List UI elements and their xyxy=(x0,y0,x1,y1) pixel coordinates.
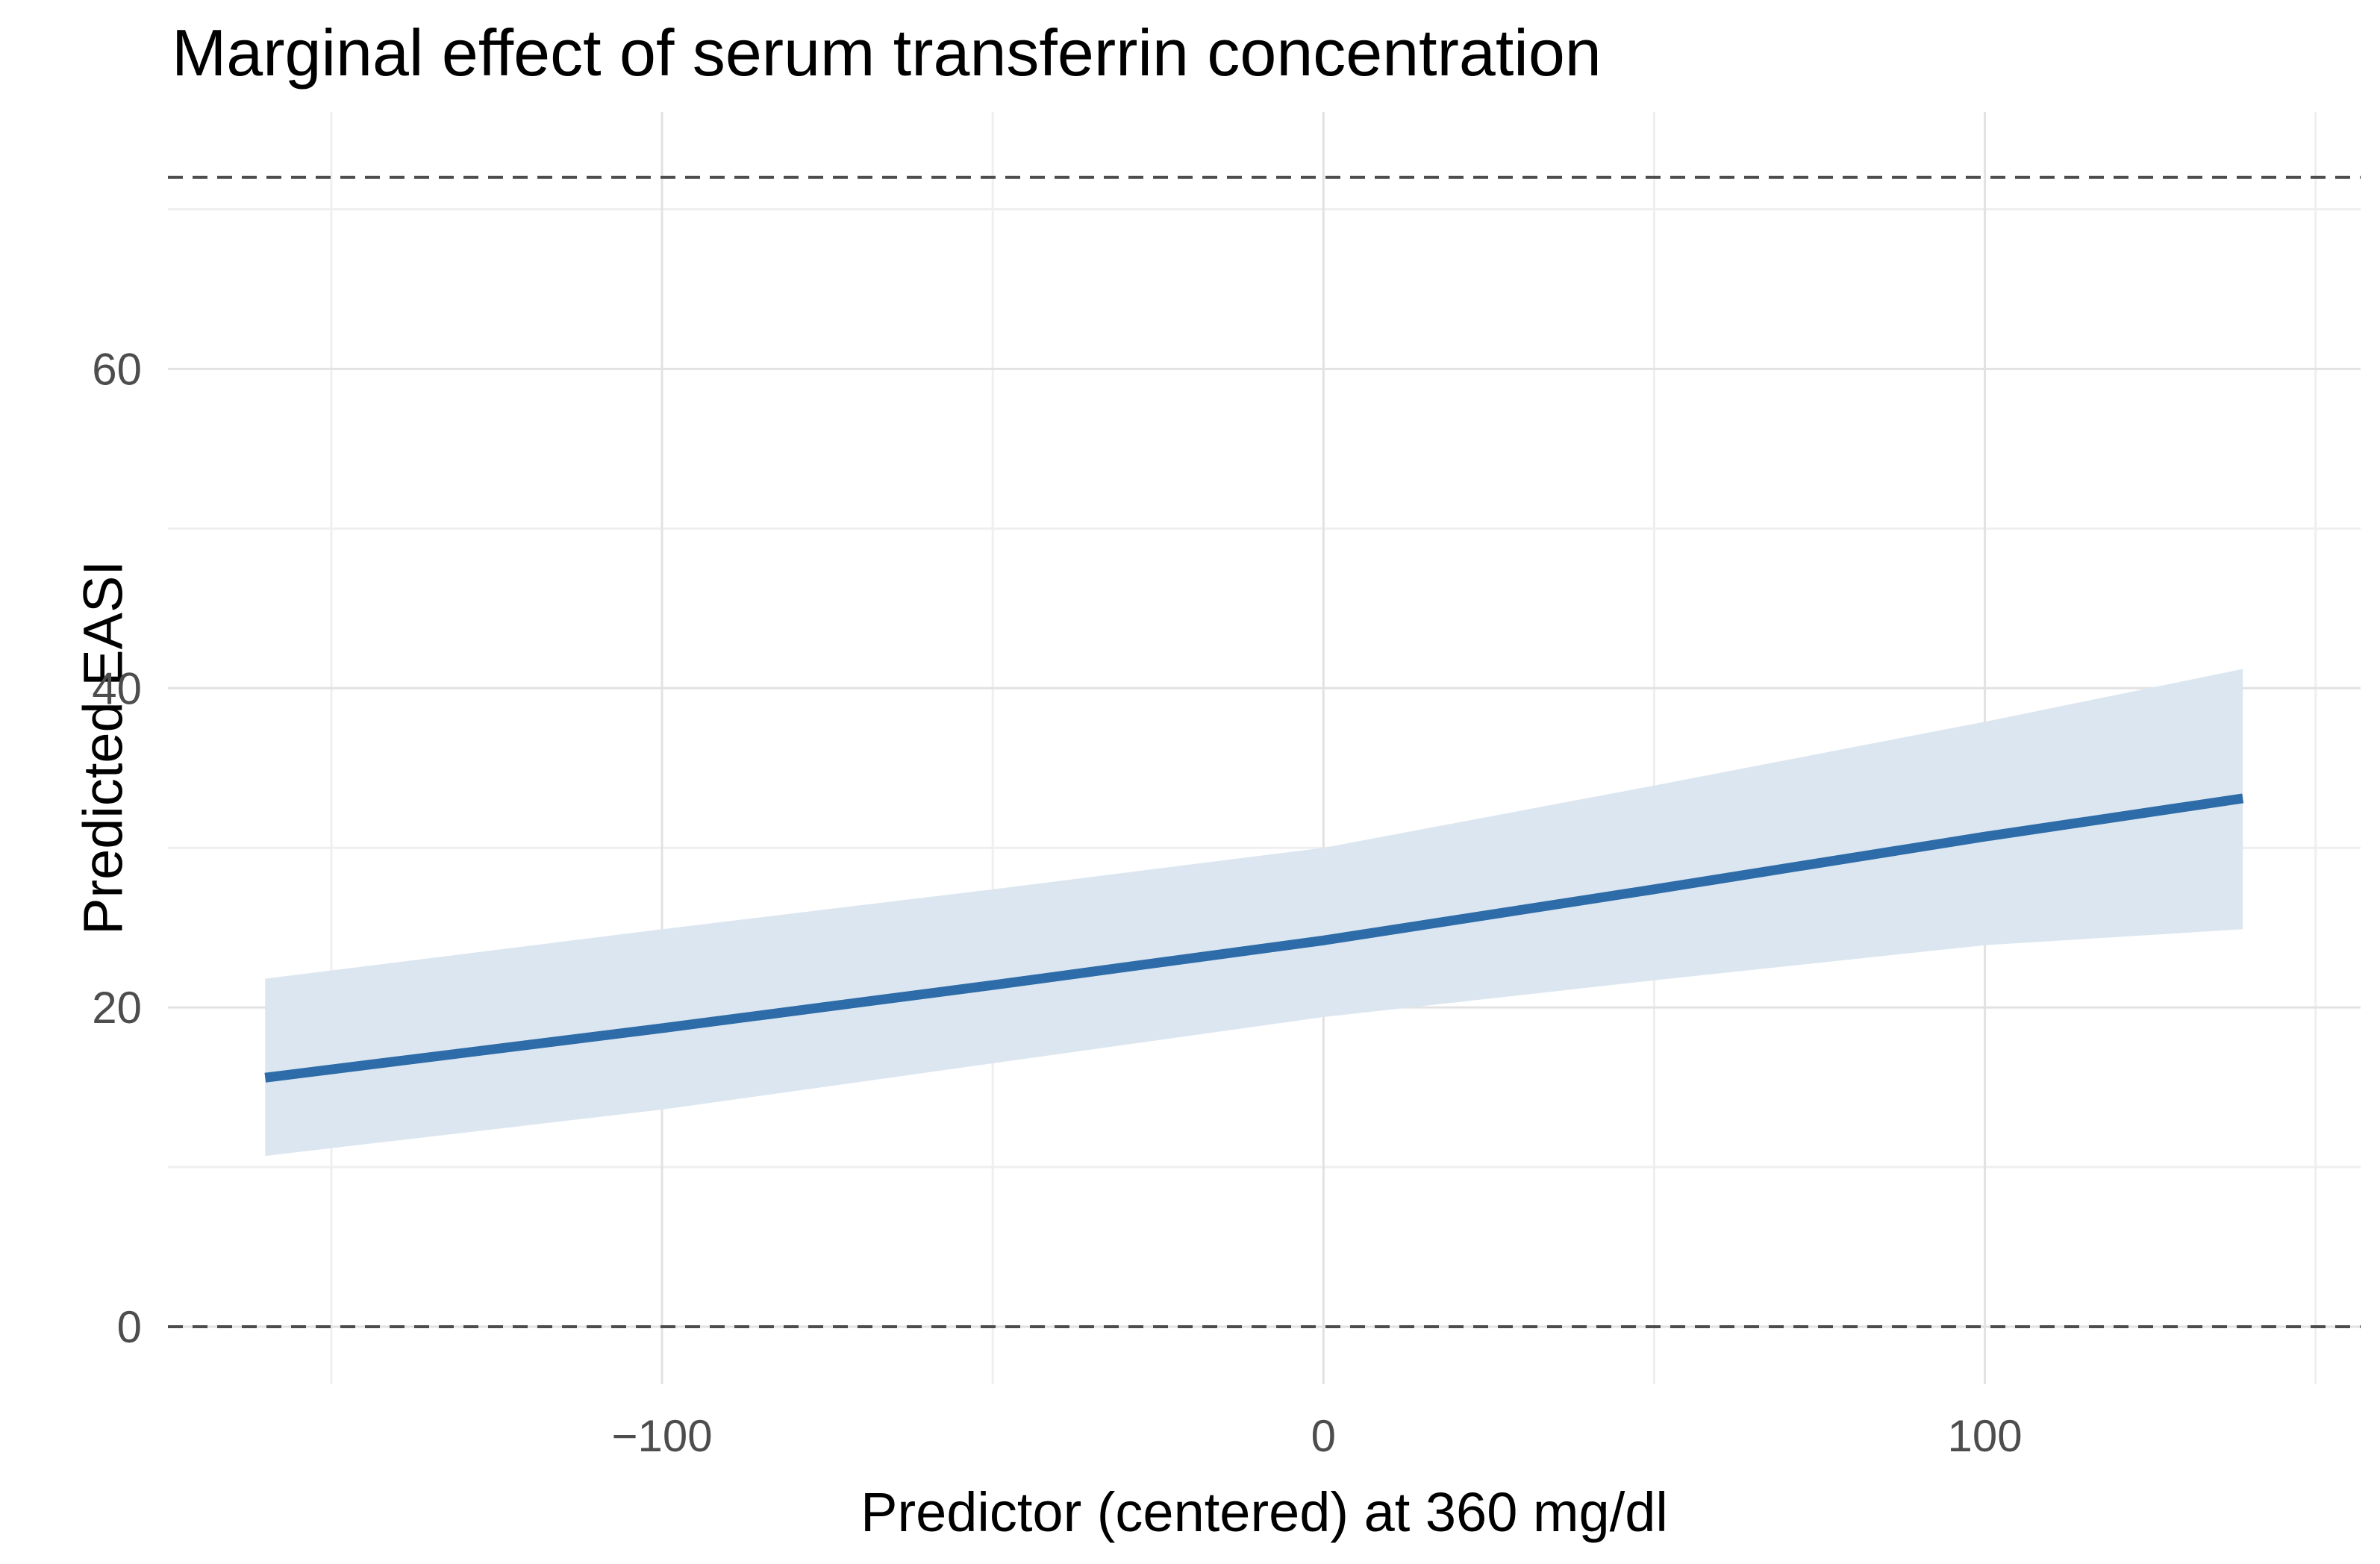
y-tick-labels: 0 20 40 60 xyxy=(92,344,142,1352)
confidence-ribbon-area xyxy=(265,669,2243,1157)
x-tick-labels: −100 0 100 xyxy=(611,1411,2022,1461)
reference-dashed-lines xyxy=(168,175,2361,1328)
predicted-easi-line xyxy=(264,793,2244,1083)
y-tick-label: 20 xyxy=(92,983,142,1033)
x-axis-title: Predictor (centered) at 360 mg/dl xyxy=(861,1481,1668,1543)
x-tick-label: −100 xyxy=(611,1411,712,1461)
chart-title: Marginal effect of serum transferrin con… xyxy=(172,16,1602,90)
y-tick-label: 60 xyxy=(92,344,142,394)
prediction-line xyxy=(264,793,2244,1083)
x-tick-label: 0 xyxy=(1311,1411,1336,1461)
y-tick-label: 0 xyxy=(117,1302,142,1352)
y-tick-label: 40 xyxy=(92,663,142,713)
confidence-ribbon xyxy=(265,669,2243,1157)
x-tick-label: 100 xyxy=(1948,1411,2023,1461)
